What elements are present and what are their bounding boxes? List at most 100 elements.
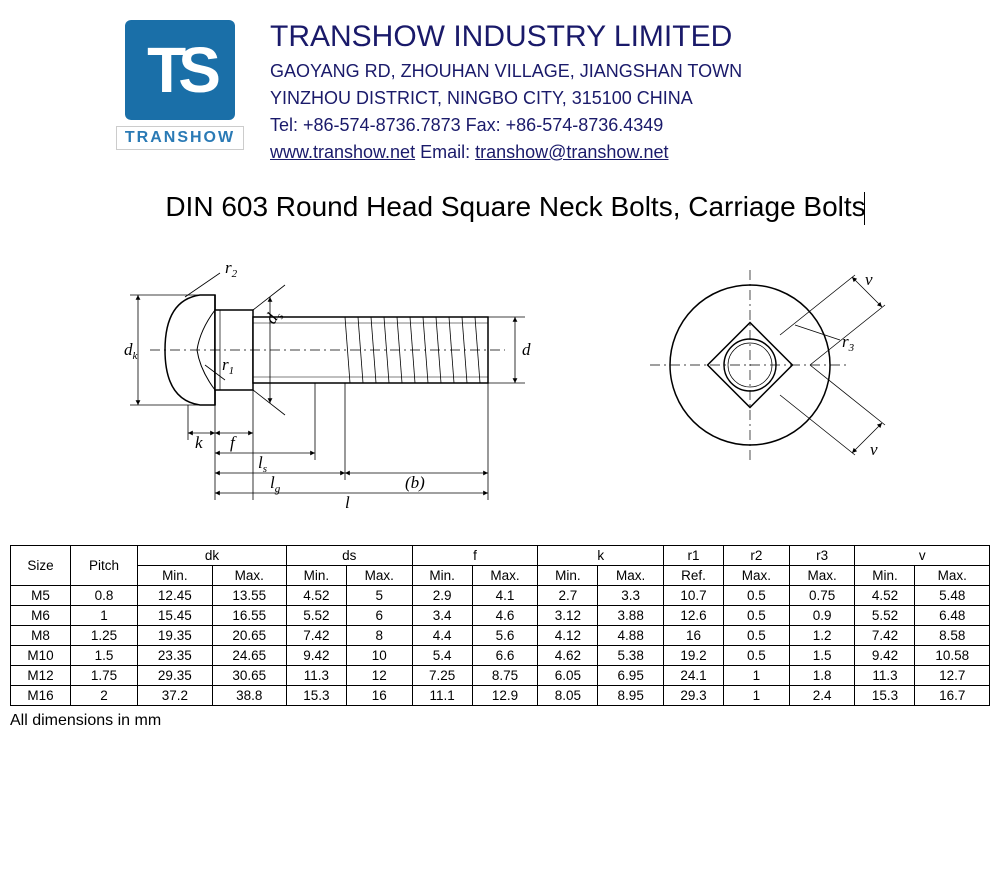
col-f: f [412, 546, 538, 566]
table-cell: 19.35 [138, 626, 212, 646]
sub-header: Ref. [664, 566, 724, 586]
bolt-side-view: dk ds d r2 r1 k f ls lg (b) l [90, 255, 580, 515]
col-dk: dk [138, 546, 287, 566]
logo-letters: TS [147, 33, 213, 107]
table-cell: 7.42 [855, 626, 915, 646]
svg-text:v: v [865, 270, 873, 289]
table-cell: 15.3 [855, 686, 915, 706]
table-cell: 6 [346, 606, 412, 626]
table-cell: 1.5 [789, 646, 855, 666]
table-cell: 24.65 [212, 646, 286, 666]
table-cell: 38.8 [212, 686, 286, 706]
sub-header: Min. [286, 566, 346, 586]
email-link[interactable]: transhow@transhow.net [475, 142, 668, 162]
tel-fax-line: Tel: +86-574-8736.7873 Fax: +86-574-8736… [270, 112, 990, 139]
table-cell: 2.4 [789, 686, 855, 706]
logo-caption: TRANSHOW [116, 126, 244, 150]
table-cell: 13.55 [212, 586, 286, 606]
table-row: M101.523.3524.659.42105.46.64.625.3819.2… [11, 646, 990, 666]
table-cell: 12.7 [915, 666, 990, 686]
svg-text:dk: dk [124, 340, 139, 362]
company-logo-icon: TS [125, 20, 235, 120]
table-cell: 1 [724, 666, 790, 686]
table-cell: 1.25 [70, 626, 137, 646]
sub-header: Max. [724, 566, 790, 586]
address-line-2: YINZHOU DISTRICT, NINGBO CITY, 315100 CH… [270, 85, 990, 112]
table-cell: 4.4 [412, 626, 472, 646]
table-cell: 3.3 [598, 586, 664, 606]
table-cell: 7.25 [412, 666, 472, 686]
table-cell: M5 [11, 586, 71, 606]
table-cell: M10 [11, 646, 71, 666]
table-cell: 2 [70, 686, 137, 706]
table-cell: 5.52 [286, 606, 346, 626]
sub-header: Min. [412, 566, 472, 586]
table-cell: 5.4 [412, 646, 472, 666]
table-cell: 30.65 [212, 666, 286, 686]
table-cell: 4.6 [472, 606, 538, 626]
table-cell: 6.95 [598, 666, 664, 686]
table-cell: 9.42 [855, 646, 915, 666]
table-cell: 8.75 [472, 666, 538, 686]
table-cell: 5.52 [855, 606, 915, 626]
table-cell: 12 [346, 666, 412, 686]
table-cell: 4.12 [538, 626, 598, 646]
specifications-table: Size Pitch dk ds f k r1 r2 r3 v Min.Max.… [10, 545, 990, 706]
table-cell: 0.75 [789, 586, 855, 606]
table-cell: 12.9 [472, 686, 538, 706]
table-row: M50.812.4513.554.5252.94.12.73.310.70.50… [11, 586, 990, 606]
table-cell: 0.5 [724, 586, 790, 606]
table-cell: 23.35 [138, 646, 212, 666]
table-cell: 9.42 [286, 646, 346, 666]
table-cell: 37.2 [138, 686, 212, 706]
table-cell: 0.5 [724, 646, 790, 666]
col-r2: r2 [724, 546, 790, 566]
address-line-1: GAOYANG RD, ZHOUHAN VILLAGE, JIANGSHAN T… [270, 58, 990, 85]
svg-text:r3: r3 [842, 332, 855, 354]
table-cell: 12.6 [664, 606, 724, 626]
table-cell: 3.4 [412, 606, 472, 626]
table-cell: 11.3 [286, 666, 346, 686]
table-row: M6115.4516.555.5263.44.63.123.8812.60.50… [11, 606, 990, 626]
contact-line: www.transhow.net Email: transhow@transho… [270, 139, 990, 166]
col-v: v [855, 546, 990, 566]
dimensions-footnote: All dimensions in mm [10, 712, 990, 730]
table-cell: 5.38 [598, 646, 664, 666]
sub-header: Max. [346, 566, 412, 586]
svg-text:f: f [230, 433, 237, 452]
col-pitch: Pitch [70, 546, 137, 586]
table-cell: 1.5 [70, 646, 137, 666]
table-cell: 8.58 [915, 626, 990, 646]
table-cell: 3.88 [598, 606, 664, 626]
bolt-top-view: v v r3 [630, 255, 910, 475]
website-link[interactable]: www.transhow.net [270, 142, 415, 162]
table-cell: 4.52 [855, 586, 915, 606]
table-cell: 1 [724, 686, 790, 706]
table-cell: 19.2 [664, 646, 724, 666]
table-header: Size Pitch dk ds f k r1 r2 r3 v Min.Max.… [11, 546, 990, 586]
table-cell: 15.3 [286, 686, 346, 706]
table-cell: 0.5 [724, 606, 790, 626]
table-cell: 6.05 [538, 666, 598, 686]
sub-header: Max. [472, 566, 538, 586]
table-body: M50.812.4513.554.5252.94.12.73.310.70.50… [11, 586, 990, 706]
table-cell: 10.58 [915, 646, 990, 666]
svg-text:l: l [345, 493, 350, 512]
table-cell: 10.7 [664, 586, 724, 606]
table-cell: 15.45 [138, 606, 212, 626]
table-cell: 5.6 [472, 626, 538, 646]
col-size: Size [11, 546, 71, 586]
email-label: Email: [415, 142, 475, 162]
svg-text:lg: lg [270, 473, 281, 495]
table-cell: 5.48 [915, 586, 990, 606]
svg-text:d: d [522, 340, 531, 359]
table-cell: 4.52 [286, 586, 346, 606]
sub-header: Max. [598, 566, 664, 586]
table-cell: 11.3 [855, 666, 915, 686]
sub-header: Min. [855, 566, 915, 586]
table-cell: 29.35 [138, 666, 212, 686]
col-r1: r1 [664, 546, 724, 566]
table-cell: M12 [11, 666, 71, 686]
table-cell: 8.95 [598, 686, 664, 706]
logo-block: TS TRANSHOW [110, 20, 250, 166]
